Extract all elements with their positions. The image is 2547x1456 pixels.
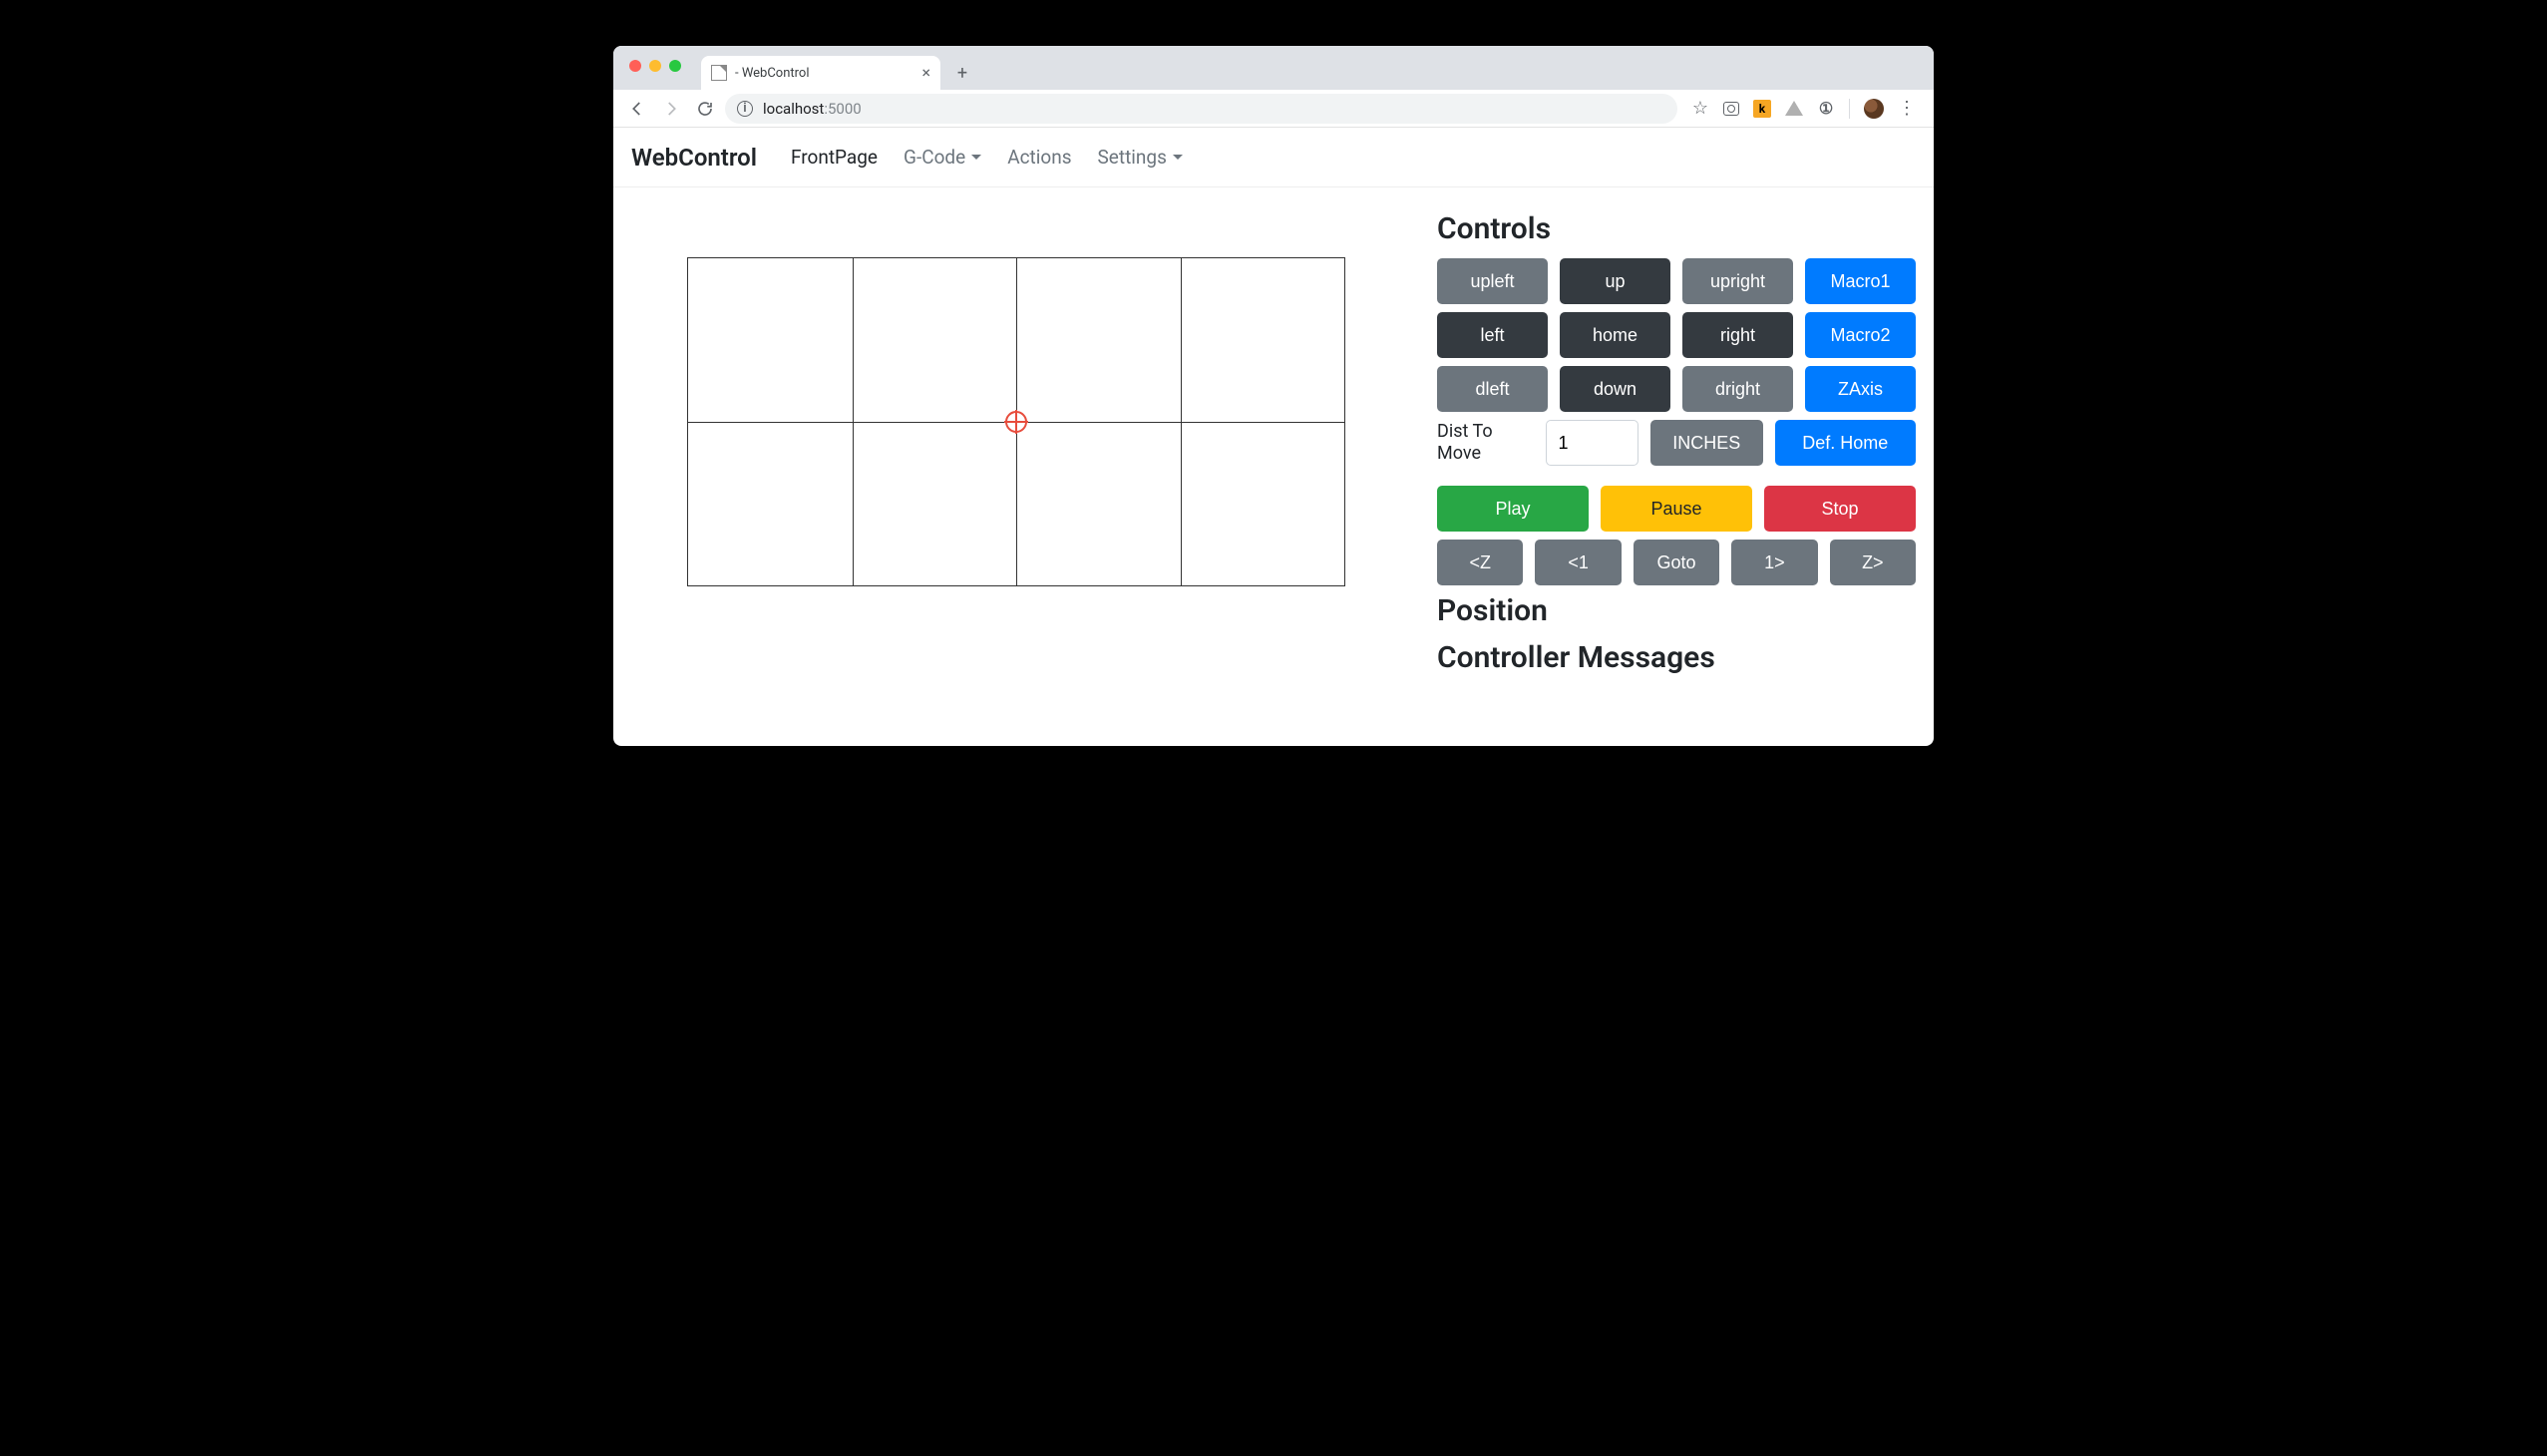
units-button[interactable]: INCHES [1650, 420, 1763, 466]
define-home-button[interactable]: Def. Home [1775, 420, 1916, 466]
position-heading: Position [1437, 593, 1916, 628]
controls-heading: Controls [1437, 211, 1916, 246]
step-nav-row: <Z <1 Goto 1> Z> [1437, 540, 1916, 585]
work-canvas[interactable] [687, 257, 1345, 586]
zaxis-button[interactable]: ZAxis [1805, 366, 1916, 412]
macro1-button[interactable]: Macro1 [1805, 258, 1916, 304]
chevron-down-icon [971, 155, 981, 160]
window-close-icon[interactable] [629, 60, 641, 72]
nav-settings-label: Settings [1098, 146, 1167, 169]
upright-button[interactable]: upright [1682, 258, 1793, 304]
dist-to-move-label: Dist To Move [1437, 420, 1534, 466]
nav-gcode[interactable]: G-Code [904, 146, 981, 169]
window-traffic-lights [629, 60, 681, 72]
macro2-button[interactable]: Macro2 [1805, 312, 1916, 358]
url-port: :5000 [824, 100, 861, 118]
tab-favicon-icon [711, 65, 727, 81]
dist-to-move-input[interactable] [1546, 420, 1639, 466]
window-zoom-icon[interactable] [669, 60, 681, 72]
transport-row: Play Pause Stop [1437, 486, 1916, 532]
extension-k-icon[interactable]: k [1753, 100, 1771, 118]
home-button[interactable]: home [1560, 312, 1670, 358]
direction-button-grid: upleft up upright Macro1 left home right Macro2… [1437, 258, 1916, 412]
z-next-button[interactable]: Z> [1830, 540, 1916, 585]
pause-button[interactable]: Pause [1601, 486, 1752, 532]
play-button[interactable]: Play [1437, 486, 1589, 532]
tab-title: - WebControl [735, 66, 810, 81]
crosshair-target-icon [1005, 411, 1027, 433]
goto-button[interactable]: Goto [1634, 540, 1719, 585]
upleft-button[interactable]: upleft [1437, 258, 1548, 304]
left-button[interactable]: left [1437, 312, 1548, 358]
profile-avatar-icon[interactable] [1864, 99, 1884, 119]
down-button[interactable]: down [1560, 366, 1670, 412]
chevron-down-icon [1173, 155, 1183, 160]
dright-button[interactable]: dright [1682, 366, 1793, 412]
nav-settings[interactable]: Settings [1098, 146, 1183, 169]
browser-window: - WebControl × + i localhost:5000 ☆ k ① [613, 46, 1934, 746]
controls-panel: Controls upleft up upright Macro1 left homeri… [1437, 211, 1916, 706]
browser-tab[interactable]: - WebControl × [701, 56, 940, 90]
z-prev-button[interactable]: <Z [1437, 540, 1523, 585]
workspace-panel [631, 211, 1397, 706]
browser-tabstrip: - WebControl × + [613, 46, 1934, 90]
stop-button[interactable]: Stop [1764, 486, 1916, 532]
new-tab-button[interactable]: + [948, 59, 976, 87]
extension-camera-icon[interactable] [1723, 102, 1739, 116]
extension-drive-icon[interactable] [1785, 101, 1803, 116]
bookmark-star-icon[interactable]: ☆ [1691, 100, 1709, 118]
extension-icons: ☆ k ① ⋮ [1683, 99, 1924, 119]
url-host: localhost [763, 100, 824, 118]
forward-button [657, 95, 685, 123]
right-button[interactable]: right [1682, 312, 1793, 358]
browser-toolbar: i localhost:5000 ☆ k ① ⋮ [613, 90, 1934, 128]
site-info-icon[interactable]: i [737, 101, 753, 117]
tab-close-icon[interactable]: × [921, 65, 930, 81]
nav-actions[interactable]: Actions [1007, 146, 1071, 169]
control-button-row: left home right Macro2 [1437, 312, 1916, 358]
back-button[interactable] [623, 95, 651, 123]
up-button[interactable]: up [1560, 258, 1670, 304]
nav-frontpage[interactable]: FrontPage [791, 146, 878, 169]
reload-button[interactable] [691, 95, 719, 123]
extension-info-icon[interactable]: ① [1817, 100, 1835, 118]
one-prev-button[interactable]: <1 [1535, 540, 1621, 585]
toolbar-separator [1849, 99, 1850, 119]
page-body: Controls upleft up upright Macro1 left homeri… [613, 187, 1934, 746]
control-button-row: dleft down dright ZAxis [1437, 366, 1916, 412]
dleft-button[interactable]: dleft [1437, 366, 1548, 412]
control-button-row: upleft up upright Macro1 [1437, 258, 1916, 304]
nav-gcode-label: G-Code [904, 146, 965, 169]
distance-row: Dist To Move INCHES Def. Home [1437, 420, 1916, 466]
one-next-button[interactable]: 1> [1731, 540, 1817, 585]
app-navbar: WebControl FrontPage G-Code Actions Sett… [613, 128, 1934, 187]
brand-title: WebControl [631, 144, 757, 172]
browser-menu-icon[interactable]: ⋮ [1898, 100, 1916, 118]
window-minimize-icon[interactable] [649, 60, 661, 72]
controller-messages-heading: Controller Messages [1437, 640, 1916, 675]
address-bar[interactable]: i localhost:5000 [725, 94, 1677, 124]
